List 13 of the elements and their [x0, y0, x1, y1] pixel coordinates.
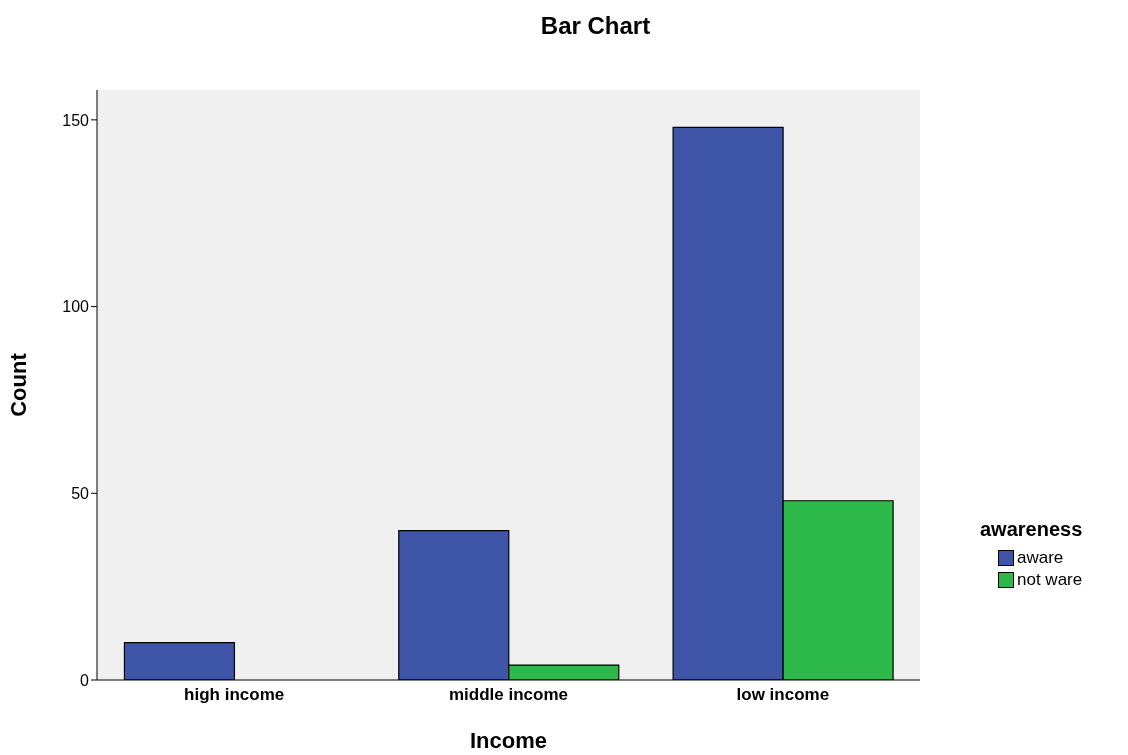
y-tick-label: 150: [62, 111, 90, 129]
y-tick-label: 100: [62, 298, 90, 316]
x-tick-label: high income: [184, 685, 285, 705]
y-tick-label: 0: [80, 671, 90, 689]
chart-title: Bar Chart: [539, 12, 652, 40]
legend-title: awareness: [980, 518, 1084, 541]
x-tick-label: middle income: [448, 685, 569, 705]
legend-label: aware: [1016, 547, 1065, 569]
x-tick-label: low income: [736, 685, 830, 705]
legend-label: not ware: [1016, 569, 1084, 591]
y-tick-label: 50: [71, 484, 90, 502]
y-axis-title: Count: [5, 352, 31, 417]
x-axis-title: Income: [469, 728, 548, 753]
